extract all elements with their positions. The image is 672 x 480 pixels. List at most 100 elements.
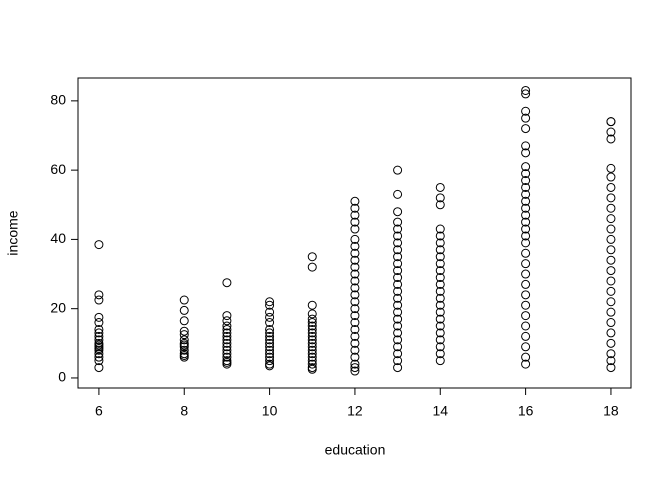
point xyxy=(606,172,616,182)
point xyxy=(179,295,189,305)
point xyxy=(521,300,531,310)
point xyxy=(393,165,403,175)
point xyxy=(393,307,403,317)
point xyxy=(393,321,403,331)
point xyxy=(521,203,531,213)
point xyxy=(179,326,189,336)
point xyxy=(94,345,104,355)
point xyxy=(435,314,445,324)
x-tick-label: 18 xyxy=(603,403,619,419)
point xyxy=(606,276,616,286)
point xyxy=(265,335,275,345)
point xyxy=(222,328,232,338)
point xyxy=(521,359,531,369)
point xyxy=(435,342,445,352)
point xyxy=(435,193,445,203)
point xyxy=(307,314,317,324)
point xyxy=(94,331,104,341)
point xyxy=(521,352,531,362)
point xyxy=(521,189,531,199)
point xyxy=(393,363,403,373)
point xyxy=(393,286,403,296)
point xyxy=(265,349,275,359)
point xyxy=(94,349,104,359)
point xyxy=(307,318,317,328)
point xyxy=(393,356,403,366)
point xyxy=(307,252,317,262)
point xyxy=(222,342,232,352)
point xyxy=(350,311,360,321)
point xyxy=(222,335,232,345)
point xyxy=(350,224,360,234)
point xyxy=(307,321,317,331)
x-tick-label: 14 xyxy=(432,403,448,419)
point xyxy=(393,328,403,338)
point xyxy=(94,240,104,250)
point xyxy=(179,335,189,345)
point xyxy=(94,318,104,328)
point xyxy=(606,338,616,348)
point xyxy=(606,363,616,373)
point xyxy=(393,293,403,303)
point xyxy=(393,342,403,352)
point xyxy=(393,259,403,269)
point xyxy=(350,241,360,251)
point xyxy=(393,207,403,217)
point xyxy=(350,217,360,227)
point xyxy=(179,316,189,326)
point xyxy=(94,352,104,362)
point xyxy=(521,124,531,134)
point xyxy=(435,273,445,283)
point xyxy=(179,352,189,362)
point xyxy=(521,141,531,151)
point xyxy=(179,350,189,360)
point xyxy=(94,312,104,322)
point xyxy=(350,352,360,362)
point xyxy=(521,210,531,220)
point xyxy=(521,321,531,331)
point xyxy=(350,318,360,328)
point xyxy=(307,359,317,369)
y-tick-label: 40 xyxy=(50,230,66,246)
point xyxy=(521,290,531,300)
point xyxy=(350,269,360,279)
point xyxy=(521,113,531,123)
point xyxy=(265,312,275,322)
point xyxy=(94,363,104,373)
point xyxy=(265,297,275,307)
point xyxy=(307,335,317,345)
point xyxy=(435,300,445,310)
point xyxy=(350,359,360,369)
point xyxy=(435,279,445,289)
point xyxy=(435,238,445,248)
point xyxy=(393,314,403,324)
point xyxy=(350,297,360,307)
y-tick-label: 60 xyxy=(50,161,66,177)
point xyxy=(521,331,531,341)
point xyxy=(606,127,616,137)
point xyxy=(265,352,275,362)
point xyxy=(179,345,189,355)
point xyxy=(393,252,403,262)
point xyxy=(521,169,531,179)
point xyxy=(94,328,104,338)
point xyxy=(94,290,104,300)
point xyxy=(435,252,445,262)
point xyxy=(606,193,616,203)
point xyxy=(350,210,360,220)
point xyxy=(393,245,403,255)
point xyxy=(606,328,616,338)
point xyxy=(606,318,616,328)
point xyxy=(307,328,317,338)
point xyxy=(521,248,531,258)
point xyxy=(350,248,360,258)
point xyxy=(521,217,531,227)
point xyxy=(393,224,403,234)
point xyxy=(521,224,531,234)
point xyxy=(222,338,232,348)
point xyxy=(521,269,531,279)
point xyxy=(307,345,317,355)
point xyxy=(265,342,275,352)
